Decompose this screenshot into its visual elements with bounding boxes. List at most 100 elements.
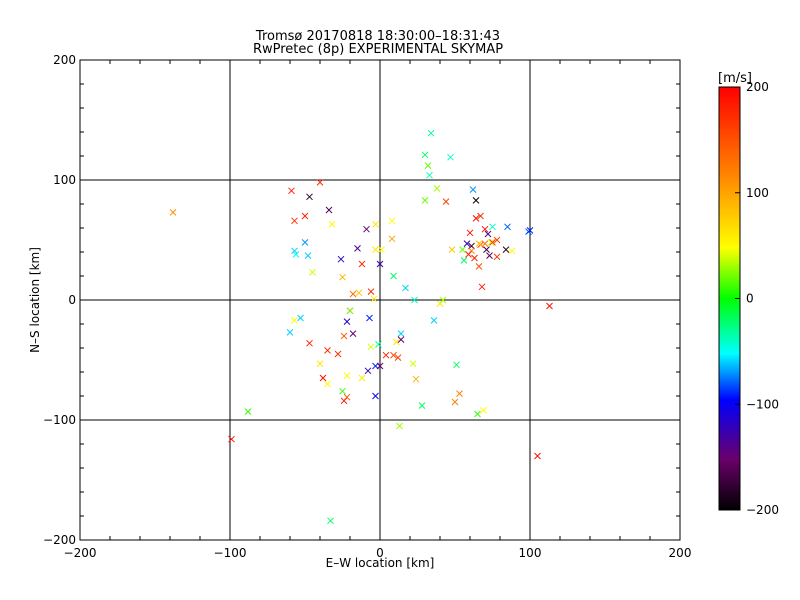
colorbar-tick-label: 100	[746, 186, 769, 200]
data-point	[228, 435, 235, 443]
x-tick-label: 100	[519, 546, 542, 560]
data-point	[481, 240, 489, 247]
data-point	[463, 240, 471, 247]
data-point	[343, 393, 351, 401]
x-tick-label: −100	[214, 546, 247, 560]
chart-title-line1: Tromsø 20170818 18:30:00–18:31:43	[255, 29, 500, 44]
data-point	[478, 283, 486, 291]
data-point	[370, 295, 378, 303]
data-point	[286, 329, 294, 336]
data-point	[409, 360, 417, 367]
data-point	[301, 239, 309, 246]
data-point	[301, 212, 309, 220]
y-tick-label: −200	[43, 533, 76, 547]
data-point	[489, 223, 496, 231]
data-point	[358, 260, 366, 268]
data-point	[324, 347, 331, 354]
data-point	[306, 339, 313, 347]
data-point	[304, 252, 312, 259]
data-point	[459, 246, 466, 253]
data-point	[451, 398, 459, 406]
data-point	[481, 225, 489, 233]
data-point	[418, 402, 426, 409]
data-point	[475, 240, 483, 247]
data-point	[397, 336, 405, 343]
y-tick-label: 200	[53, 53, 76, 67]
data-point	[378, 246, 385, 253]
data-point	[343, 318, 351, 325]
data-point	[421, 197, 429, 204]
data-point	[460, 257, 468, 264]
data-point	[447, 153, 454, 161]
data-point	[372, 392, 379, 400]
data-point	[493, 236, 501, 244]
data-point	[430, 317, 438, 324]
data-point	[396, 422, 403, 430]
y-tick-label: 100	[53, 173, 76, 187]
data-point	[456, 390, 463, 397]
data-point	[343, 372, 351, 379]
data-point	[309, 269, 316, 276]
data-point	[375, 341, 382, 348]
data-point	[487, 239, 495, 246]
data-point	[346, 307, 354, 315]
data-point	[424, 162, 432, 169]
data-point	[349, 290, 357, 298]
data-point	[486, 252, 493, 259]
data-point	[388, 217, 396, 225]
data-point	[469, 186, 477, 193]
y-tick-label: −100	[43, 413, 76, 427]
data-point	[390, 351, 397, 359]
x-axis-label: E–W location [km]	[326, 556, 435, 570]
data-point	[427, 129, 435, 137]
data-point	[328, 221, 336, 228]
data-point	[355, 289, 363, 297]
data-point	[465, 251, 472, 258]
data-point	[358, 374, 366, 382]
data-point	[327, 517, 334, 525]
axis-ticks: −200 −100 0 100 200 −200 −100 0 100 200	[43, 53, 691, 560]
data-point	[376, 260, 384, 268]
data-point	[324, 380, 331, 388]
data-point	[471, 254, 478, 262]
data-point	[340, 332, 348, 340]
colorbar-label: [m/s]	[718, 71, 752, 86]
data-point	[292, 251, 300, 258]
y-tick-label: 0	[68, 293, 76, 307]
data-point	[489, 239, 496, 246]
grid-lines	[80, 60, 680, 540]
data-point	[388, 235, 396, 243]
data-point	[319, 374, 327, 382]
y-axis-label: N–S location [km]	[28, 247, 42, 353]
data-point	[366, 314, 373, 322]
data-point	[483, 246, 490, 253]
data-point	[534, 452, 541, 460]
colorbar-tick-label: 0	[746, 292, 754, 306]
data-point	[468, 242, 475, 250]
data-point	[316, 360, 324, 367]
data-point	[402, 284, 409, 292]
data-point	[439, 296, 447, 304]
data-point	[367, 288, 375, 295]
data-point	[508, 247, 516, 255]
data-point	[453, 361, 460, 369]
data-point	[546, 302, 553, 310]
data-point	[354, 245, 361, 252]
data-point	[474, 410, 481, 418]
data-point	[339, 273, 346, 281]
chart-title-line2: RwPretec (8p) EXPERIMENTAL SKYMAP	[253, 42, 503, 57]
colorbar-ticks: −200 −100 0 100 200	[735, 80, 779, 517]
data-point	[480, 407, 487, 414]
x-tick-label: 0	[376, 546, 384, 560]
data-point	[475, 263, 483, 270]
data-point	[316, 179, 324, 186]
data-point	[288, 187, 295, 195]
data-point	[426, 171, 433, 179]
data-point	[367, 343, 375, 351]
data-point	[325, 206, 333, 214]
data-point	[291, 247, 298, 255]
data-point	[306, 193, 313, 201]
x-tick-label: −200	[64, 546, 97, 560]
data-points	[169, 129, 553, 525]
